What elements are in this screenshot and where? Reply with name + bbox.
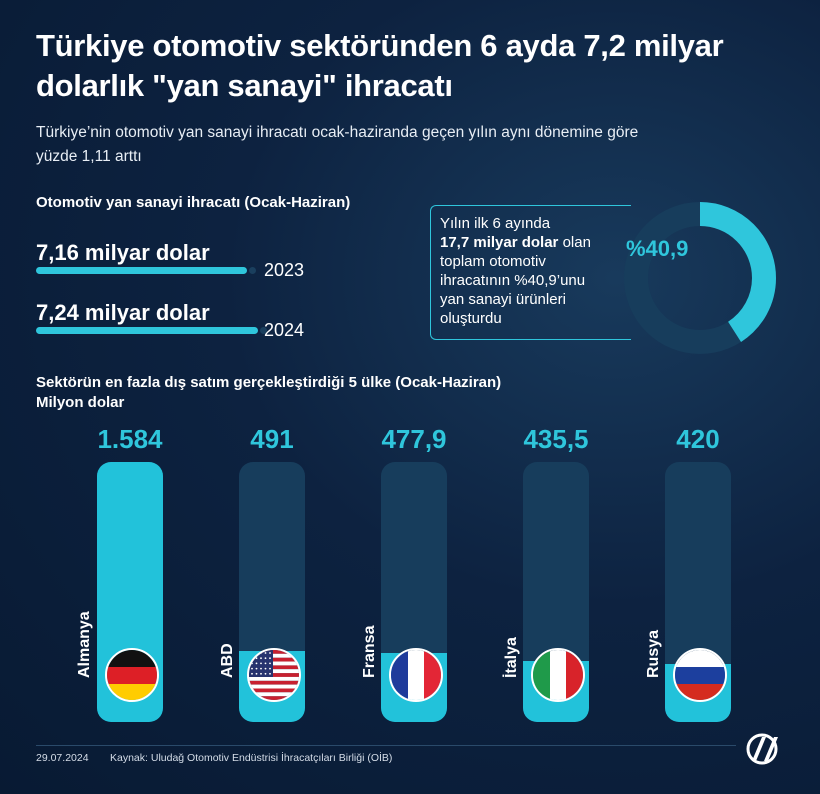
bar-value-label-abd: 491	[250, 424, 294, 454]
share-info-box	[430, 205, 631, 340]
bar-category-label-italya: İtalya	[503, 637, 520, 678]
bar-value-label-rusya: 420	[676, 424, 720, 454]
chart-unit-label: Milyon dolar	[36, 394, 125, 411]
donut-percent-label: %40,9	[626, 236, 689, 261]
bar-category-label-almanya: Almanya	[76, 611, 93, 678]
share-line-2-rest: olan	[558, 234, 591, 251]
share-line-3: toplam otomotiv	[440, 253, 546, 270]
italy-flag-icon	[531, 648, 585, 702]
footer-divider	[36, 745, 736, 746]
donut-share-arc	[624, 202, 776, 354]
export-bar-end-2024	[260, 327, 267, 334]
page-title: Türkiye otomotiv sektöründen 6 ayda 7,2 …	[36, 28, 724, 103]
export-bar-2024	[36, 327, 258, 334]
share-line-6: oluşturdu	[440, 310, 502, 327]
svg-text:AA: AA	[765, 762, 767, 765]
bar-value-label-fransa: 477,9	[381, 424, 447, 454]
share-line-2: 17,7 milyar dolar olan	[440, 233, 630, 252]
footer-source: Kaynak: Uludağ Otomotiv Endüstrisi İhrac…	[110, 752, 393, 764]
france-flag-icon	[389, 648, 443, 702]
bar-category-label-rusya: Rusya	[645, 629, 662, 678]
bar-value-label-italya: 435,5	[523, 424, 589, 454]
usa-flag-icon	[247, 648, 301, 702]
footer-date: 29.07.2024	[36, 752, 89, 764]
export-year-2024: 2024	[264, 320, 305, 340]
exports-section-title: Otomotiv yan sanayi ihracatı (Ocak-Hazir…	[36, 194, 351, 211]
aa-logo-icon: AA	[746, 733, 778, 765]
share-info-text: Yılın ilk 6 ayında 17,7 milyar dolar ola…	[440, 214, 630, 328]
share-donut-chart	[624, 202, 776, 354]
export-bar-end-2023	[249, 267, 256, 274]
germany-flag-icon	[105, 648, 159, 702]
russia-flag-icon	[673, 648, 727, 702]
bar-category-label-fransa: Fransa	[361, 625, 378, 678]
export-value-2024: 7,24 milyar dolar	[36, 300, 210, 325]
bar-value-label-almanya: 1.584	[97, 424, 163, 454]
page-subtitle: Türkiye’nin otomotiv yan sanayi ihracatı…	[36, 124, 639, 165]
countries-chart-title: Sektörün en fazla dış satım gerçekleştir…	[36, 373, 501, 413]
share-line-4: ihracatının %40,9’unu	[440, 272, 586, 289]
export-value-2023: 7,16 milyar dolar	[36, 240, 210, 265]
export-bar-2023	[36, 267, 247, 274]
chart-title: Sektörün en fazla dış satım gerçekleştir…	[36, 374, 502, 391]
share-line-1: Yılın ilk 6 ayında	[440, 215, 551, 232]
share-line-5: yan sanayi ürünleri	[440, 291, 566, 308]
share-bold-amount: 17,7 milyar dolar	[440, 234, 559, 251]
bar-category-label-abd: ABD	[219, 643, 236, 678]
export-year-2023: 2023	[264, 260, 305, 280]
